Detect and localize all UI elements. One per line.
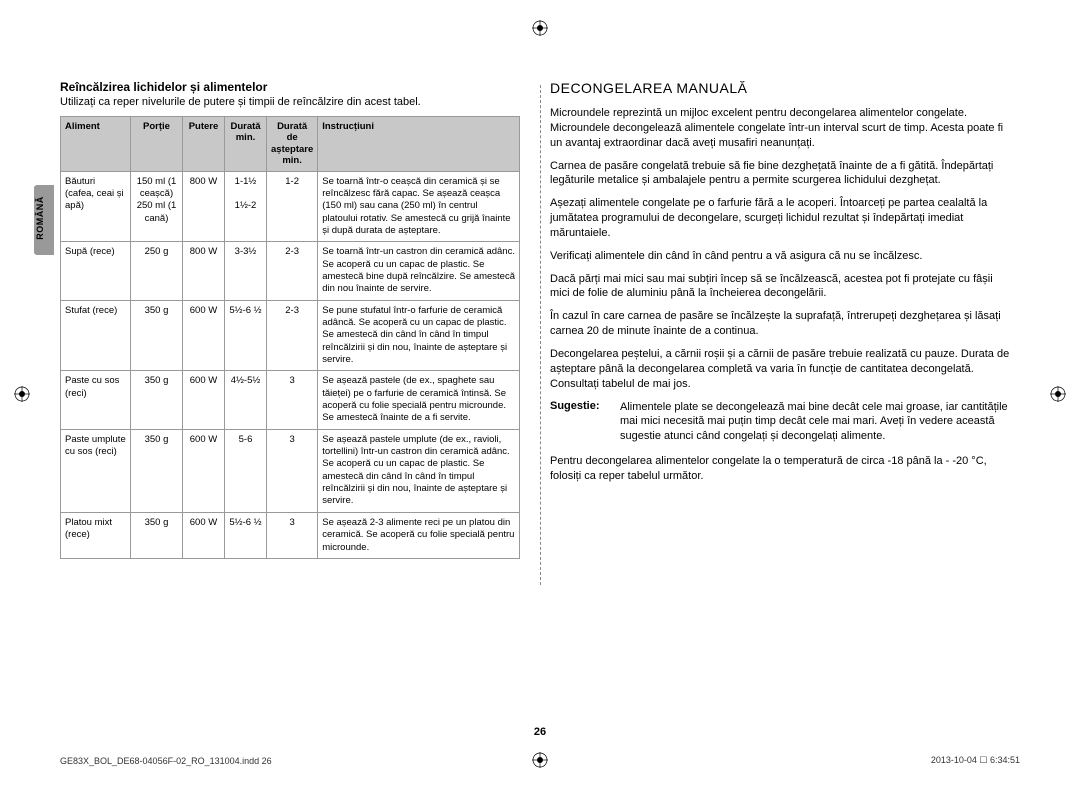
table-cell: 800 W [183,242,225,300]
table-cell: 3 [267,429,318,512]
table-cell: 600 W [183,512,225,558]
table-cell: Platou mixt (rece) [61,512,131,558]
table-cell: 600 W [183,300,225,371]
table-cell: Se toarnă într-un castron din ceramică a… [318,242,520,300]
th-portie: Porție [131,117,183,172]
th-durata: Durată min. [225,117,267,172]
table-cell: 350 g [131,371,183,429]
footer-timestamp: 2013-10-04 ☐ 6:34:51 [931,755,1020,766]
table-cell: 2-3 [267,242,318,300]
left-column: ROMÂNĂ Reîncălzirea lichidelor și alimen… [60,80,520,559]
table-cell: Se așează pastele umplute (de ex., ravio… [318,429,520,512]
table-cell: Supă (rece) [61,242,131,300]
table-cell: 3 [267,371,318,429]
table-row: Paste cu sos (reci)350 g600 W4½-5½3Se aș… [61,371,520,429]
table-cell: 1-1½ 1½-2 [225,171,267,242]
table-cell: 4½-5½ [225,371,267,429]
table-cell: 3 [267,512,318,558]
table-cell: 350 g [131,512,183,558]
table-cell: 150 ml (1 ceașcă) 250 ml (1 cană) [131,171,183,242]
table-cell: Paste umplute cu sos (reci) [61,429,131,512]
table-cell: Băuturi (cafea, ceai și apă) [61,171,131,242]
table-cell: 5-6 [225,429,267,512]
crop-mark-icon [532,752,548,768]
table-cell: 250 g [131,242,183,300]
table-row: Paste umplute cu sos (reci)350 g600 W5-6… [61,429,520,512]
table-cell: 1-2 [267,171,318,242]
right-column: DECONGELAREA MANUALĂ Microundele reprezi… [550,80,1010,559]
th-instr: Instrucțiuni [318,117,520,172]
language-label: ROMÂNĂ [35,196,45,240]
suggestion-text: Alimentele plate se decongelează mai bin… [620,400,1010,445]
left-section-title: Reîncălzirea lichidelor și alimentelor [60,80,520,94]
table-cell: Se pune stufatul într-o farfurie de cera… [318,300,520,371]
table-cell: Se așează pastele (de ex., spaghete sau … [318,371,520,429]
left-intro: Utilizați ca reper nivelurile de putere … [60,96,520,108]
table-row: Băuturi (cafea, ceai și apă)150 ml (1 ce… [61,171,520,242]
table-row: Platou mixt (rece)350 g600 W5½-6 ½3Se aș… [61,512,520,558]
column-divider [540,85,541,585]
table-cell: 800 W [183,171,225,242]
body-paragraph: În cazul în care carnea de pasăre se înc… [550,309,1010,339]
table-cell: Paste cu sos (reci) [61,371,131,429]
language-tab: ROMÂNĂ [34,185,54,255]
th-asteptare: Durată de așteptare min. [267,117,318,172]
table-row: Stufat (rece)350 g600 W5½-6 ½2-3Se pune … [61,300,520,371]
body-paragraph: Așezați alimentele congelate pe o farfur… [550,196,1010,241]
crop-mark-icon [1050,386,1066,402]
reheat-table: Aliment Porție Putere Durată min. Durată… [60,116,520,559]
right-title: DECONGELAREA MANUALĂ [550,80,1010,96]
body-paragraph: Decongelarea peștelui, a cărnii roșii și… [550,347,1010,392]
suggestion-block: Sugestie: Alimentele plate se decongelea… [550,400,1010,445]
body-paragraph: Verificați alimentele din când în când p… [550,249,1010,264]
last-para: Pentru decongelarea alimentelor congelat… [550,454,1010,484]
table-cell: 5½-6 ½ [225,300,267,371]
table-cell: Se așează 2-3 alimente reci pe un platou… [318,512,520,558]
th-putere: Putere [183,117,225,172]
th-aliment: Aliment [61,117,131,172]
table-cell: 350 g [131,429,183,512]
crop-mark-icon [532,20,548,36]
body-paragraph: Carnea de pasăre congelată trebuie să fi… [550,159,1010,189]
table-cell: Se toarnă într-o ceașcă din ceramică și … [318,171,520,242]
table-cell: Stufat (rece) [61,300,131,371]
suggestion-label: Sugestie: [550,400,620,445]
footer-filename: GE83X_BOL_DE68-04056F-02_RO_131004.indd … [60,756,272,766]
table-cell: 3-3½ [225,242,267,300]
table-cell: 5½-6 ½ [225,512,267,558]
table-cell: 2-3 [267,300,318,371]
body-paragraph: Microundele reprezintă un mijloc excelen… [550,106,1010,151]
page-number: 26 [534,726,546,738]
body-paragraph: Dacă părți mai mici sau mai subțiri înce… [550,272,1010,302]
table-row: Supă (rece)250 g800 W3-3½2-3Se toarnă în… [61,242,520,300]
table-cell: 600 W [183,371,225,429]
table-cell: 350 g [131,300,183,371]
table-cell: 600 W [183,429,225,512]
crop-mark-icon [14,386,30,402]
